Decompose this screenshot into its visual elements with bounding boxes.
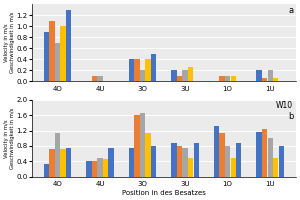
Bar	[194, 143, 199, 177]
Bar	[230, 158, 236, 177]
Text: b: b	[288, 112, 293, 121]
Bar	[44, 164, 49, 177]
Bar	[177, 76, 182, 81]
Y-axis label: Velocity in m/s
Geschwindigkeit in m/s: Velocity in m/s Geschwindigkeit in m/s	[4, 12, 15, 73]
Bar	[220, 133, 225, 177]
Bar	[273, 158, 278, 177]
Bar	[146, 133, 151, 177]
Bar	[49, 21, 55, 81]
Bar	[177, 146, 182, 177]
Bar	[230, 76, 236, 81]
Bar	[225, 76, 230, 81]
Bar	[55, 133, 60, 177]
Bar	[146, 59, 151, 81]
Bar	[182, 148, 188, 177]
Bar	[262, 129, 267, 177]
Bar	[92, 76, 97, 81]
Bar	[256, 132, 262, 177]
Bar	[86, 161, 92, 177]
Bar	[103, 159, 108, 177]
Bar	[188, 158, 193, 177]
Bar	[262, 78, 267, 81]
Bar	[171, 143, 177, 177]
Bar	[151, 146, 156, 177]
Bar	[55, 43, 60, 81]
Bar	[182, 70, 188, 81]
Bar	[188, 67, 193, 81]
Y-axis label: Velocity in m/s
Geschwindigkeit in m/s: Velocity in m/s Geschwindigkeit in m/s	[4, 108, 15, 169]
Bar	[151, 54, 156, 81]
Bar	[279, 146, 284, 177]
Bar	[225, 146, 230, 177]
Bar	[268, 70, 273, 81]
Bar	[49, 149, 55, 177]
Bar	[134, 115, 140, 177]
Bar	[108, 148, 114, 177]
Bar	[214, 126, 219, 177]
Bar	[60, 149, 66, 177]
Bar	[273, 78, 278, 81]
Bar	[140, 70, 145, 81]
Bar	[66, 10, 71, 81]
Bar	[44, 32, 49, 81]
Bar	[140, 113, 145, 177]
Text: W10: W10	[276, 101, 293, 110]
Bar	[236, 143, 241, 177]
Bar	[98, 158, 103, 177]
X-axis label: Position in des Besatzes: Position in des Besatzes	[122, 190, 206, 196]
Bar	[220, 76, 225, 81]
Bar	[134, 59, 140, 81]
Bar	[129, 148, 134, 177]
Bar	[98, 76, 103, 81]
Bar	[66, 148, 71, 177]
Bar	[92, 161, 97, 177]
Bar	[256, 70, 262, 81]
Bar	[171, 70, 177, 81]
Bar	[129, 59, 134, 81]
Bar	[268, 138, 273, 177]
Text: a: a	[288, 6, 293, 15]
Bar	[60, 26, 66, 81]
